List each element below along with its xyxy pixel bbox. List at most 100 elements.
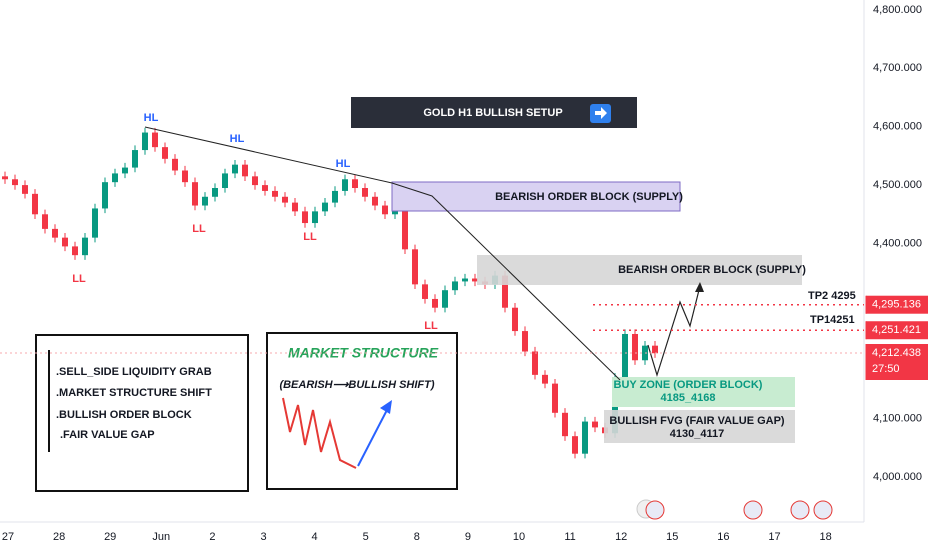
zone-label: BUY ZONE (ORDER BLOCK) bbox=[614, 379, 763, 391]
candle-body bbox=[422, 284, 428, 299]
projection-arrow bbox=[695, 282, 704, 292]
candle-body bbox=[102, 182, 108, 209]
candle-body bbox=[282, 196, 288, 203]
x-tick-label: 3 bbox=[260, 531, 266, 543]
candle-body bbox=[272, 190, 278, 197]
candle-body bbox=[352, 179, 358, 189]
candle-body bbox=[412, 249, 418, 285]
y-tick-label: 4,100.000 bbox=[873, 413, 922, 425]
y-tick-label: 4,800.000 bbox=[873, 4, 922, 16]
price-label-box bbox=[866, 343, 928, 380]
countdown: 27:50 bbox=[872, 363, 900, 375]
x-tick-label: 17 bbox=[768, 531, 780, 543]
candle-body bbox=[312, 211, 318, 224]
x-tick-label: 2 bbox=[209, 531, 215, 543]
price-label-box bbox=[866, 321, 928, 340]
x-tick-label: 15 bbox=[666, 531, 678, 543]
swing-label: LL bbox=[192, 223, 206, 235]
candle-body bbox=[162, 147, 168, 159]
x-tick-label: 10 bbox=[513, 531, 525, 543]
checklist-item: .BULLISH ORDER BLOCK bbox=[56, 409, 192, 421]
swing-label: LL bbox=[303, 231, 317, 243]
buy-zone bbox=[612, 377, 795, 407]
title-banner bbox=[351, 97, 637, 128]
candle-body bbox=[292, 202, 298, 212]
candle-body bbox=[302, 211, 308, 224]
swing-label: HL bbox=[144, 112, 159, 124]
candle-body bbox=[442, 290, 448, 308]
event-icons bbox=[636, 499, 833, 520]
candle-body bbox=[52, 228, 58, 238]
candle-body bbox=[622, 333, 628, 378]
candle-body bbox=[322, 202, 328, 212]
projection bbox=[647, 285, 701, 378]
candle-body bbox=[592, 421, 598, 428]
candle-body bbox=[182, 170, 188, 183]
checklist-item: .FAIR VALUE GAP bbox=[60, 429, 155, 441]
candle-body bbox=[462, 278, 468, 282]
zone-label: BULLISH FVG (FAIR VALUE GAP) bbox=[609, 415, 785, 427]
x-tick-label: 18 bbox=[819, 531, 831, 543]
candle-body bbox=[12, 179, 18, 186]
candle-body bbox=[42, 214, 48, 229]
candle-body bbox=[112, 173, 118, 183]
x-tick-label: 11 bbox=[564, 531, 575, 543]
price-label: 4,295.136 bbox=[872, 299, 921, 311]
candle-body bbox=[362, 188, 368, 197]
zone-label: BEARISH ORDER BLOCK (SUPPLY) bbox=[618, 264, 806, 276]
candle-body bbox=[62, 237, 68, 247]
candle-body bbox=[192, 182, 198, 206]
price-label: 4,212.438 bbox=[872, 347, 921, 359]
arrow-icon-glyph bbox=[595, 107, 607, 119]
structure-subtitle: (BEARISH⟶BULLISH SHIFT) bbox=[279, 379, 434, 391]
x-tick-label: 9 bbox=[465, 531, 471, 543]
x-tick-label: 5 bbox=[363, 531, 369, 543]
supply-zone bbox=[391, 181, 681, 212]
x-tick-label: 28 bbox=[53, 531, 65, 543]
x-tick-label: 16 bbox=[717, 531, 729, 543]
candle-body bbox=[32, 193, 38, 215]
y-tick-label: 4,700.000 bbox=[873, 62, 922, 74]
y-tick-label: 4,400.000 bbox=[873, 237, 922, 249]
candle-body bbox=[122, 167, 128, 174]
zone-label: BEARISH ORDER BLOCK (SUPPLY) bbox=[495, 191, 683, 203]
candle-body bbox=[152, 132, 158, 148]
candle-body bbox=[72, 246, 78, 256]
checklist-box bbox=[35, 334, 249, 492]
y-tick-label: 4,600.000 bbox=[873, 121, 922, 133]
candle-body bbox=[22, 185, 28, 194]
trendline bbox=[144, 126, 621, 381]
candle-body bbox=[132, 150, 138, 168]
candle-body bbox=[212, 188, 218, 197]
candle-body bbox=[92, 208, 98, 238]
candle-body bbox=[222, 173, 228, 189]
chart-title: GOLD H1 BULLISH SETUP bbox=[423, 107, 562, 119]
candle-body bbox=[542, 374, 548, 384]
swing-label: LL bbox=[72, 273, 86, 285]
checklist-item: .SELL_SIDE LIQUIDITY GRAB bbox=[56, 366, 212, 378]
swing-label: HL bbox=[336, 158, 351, 170]
candle-body bbox=[2, 176, 8, 180]
candle-body bbox=[552, 383, 558, 413]
x-tick-label: 12 bbox=[615, 531, 627, 543]
candle-body bbox=[502, 275, 508, 308]
y-tick-label: 4,500.000 bbox=[873, 179, 922, 191]
candle-body bbox=[652, 345, 658, 354]
zone-range: 4185_4168 bbox=[660, 392, 715, 404]
fvg-zone bbox=[604, 410, 795, 443]
candle-body bbox=[572, 436, 578, 454]
bullish-arrow bbox=[380, 400, 392, 414]
candle-body bbox=[632, 333, 638, 361]
candle-body bbox=[532, 351, 538, 375]
candle-body bbox=[472, 278, 478, 282]
y-tick-label: 4,000.000 bbox=[873, 471, 922, 483]
candle-body bbox=[522, 331, 528, 352]
checklist-item: .MARKET STRUCTURE SHIFT bbox=[56, 387, 212, 399]
candle-body bbox=[342, 179, 348, 191]
swing-label: LL bbox=[424, 320, 438, 332]
candle-body bbox=[142, 132, 148, 151]
supply-zone bbox=[477, 255, 802, 285]
x-tick-label: 27 bbox=[2, 531, 14, 543]
tp-label: TP14251 bbox=[810, 314, 855, 326]
